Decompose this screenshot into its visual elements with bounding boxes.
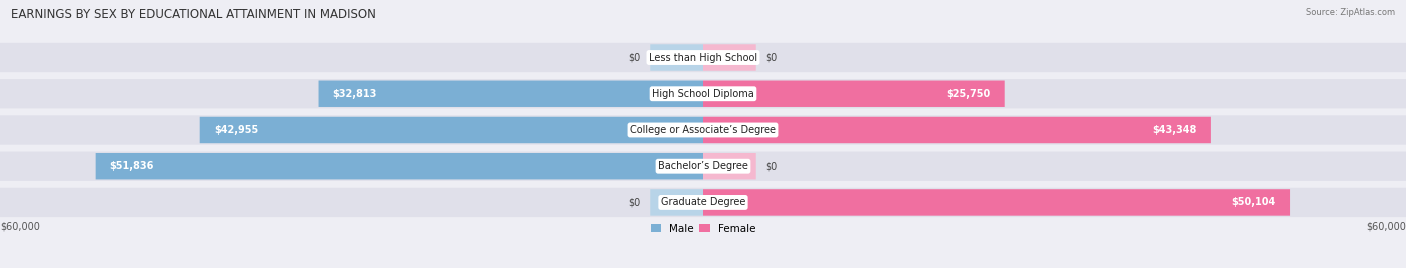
Text: $32,813: $32,813 — [333, 89, 377, 99]
FancyBboxPatch shape — [703, 153, 756, 180]
Text: $60,000: $60,000 — [1367, 222, 1406, 232]
Text: Bachelor’s Degree: Bachelor’s Degree — [658, 161, 748, 171]
Text: $25,750: $25,750 — [946, 89, 991, 99]
Text: Less than High School: Less than High School — [650, 53, 756, 62]
Legend: Male, Female: Male, Female — [647, 220, 759, 238]
FancyBboxPatch shape — [703, 189, 1291, 216]
FancyBboxPatch shape — [0, 115, 1406, 145]
Text: College or Associate’s Degree: College or Associate’s Degree — [630, 125, 776, 135]
Text: $60,000: $60,000 — [0, 222, 39, 232]
FancyBboxPatch shape — [703, 44, 756, 71]
Text: $0: $0 — [765, 161, 778, 171]
Text: $0: $0 — [765, 53, 778, 62]
FancyBboxPatch shape — [200, 117, 703, 143]
Text: $42,955: $42,955 — [214, 125, 259, 135]
FancyBboxPatch shape — [0, 188, 1406, 217]
Text: High School Diploma: High School Diploma — [652, 89, 754, 99]
FancyBboxPatch shape — [650, 189, 703, 216]
FancyBboxPatch shape — [319, 80, 703, 107]
Text: $51,836: $51,836 — [110, 161, 155, 171]
Text: $0: $0 — [628, 198, 641, 207]
Text: $0: $0 — [628, 53, 641, 62]
FancyBboxPatch shape — [703, 117, 1211, 143]
FancyBboxPatch shape — [96, 153, 703, 180]
FancyBboxPatch shape — [0, 79, 1406, 109]
Text: Source: ZipAtlas.com: Source: ZipAtlas.com — [1306, 8, 1395, 17]
FancyBboxPatch shape — [703, 80, 1005, 107]
Text: $43,348: $43,348 — [1153, 125, 1197, 135]
FancyBboxPatch shape — [0, 43, 1406, 72]
FancyBboxPatch shape — [650, 44, 703, 71]
Text: Graduate Degree: Graduate Degree — [661, 198, 745, 207]
FancyBboxPatch shape — [0, 151, 1406, 181]
Text: $50,104: $50,104 — [1232, 198, 1277, 207]
Text: EARNINGS BY SEX BY EDUCATIONAL ATTAINMENT IN MADISON: EARNINGS BY SEX BY EDUCATIONAL ATTAINMEN… — [11, 8, 377, 21]
